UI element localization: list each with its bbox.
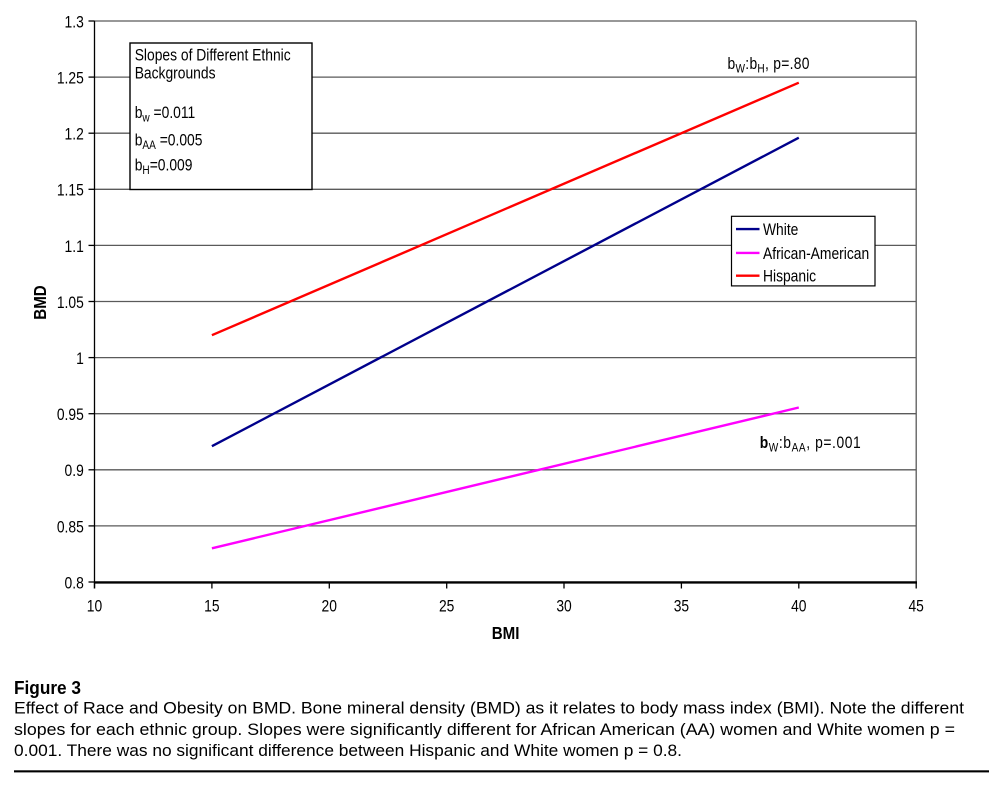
svg-text:0.001. There was no significan: 0.001. There was no significant differen… [14,741,682,760]
svg-text:Effect of Race and Obesity on: Effect of Race and Obesity on BMD. Bone … [14,698,964,717]
svg-text:45: 45 [908,597,923,615]
svg-text:Hispanic: Hispanic [763,267,816,285]
svg-text:0.9: 0.9 [65,462,84,480]
svg-text:0.8: 0.8 [65,574,84,592]
svg-text:20: 20 [322,597,337,615]
svg-text:slopes for each ethnic group.: slopes for each ethnic group. Slopes wer… [14,720,955,739]
svg-text:1.05: 1.05 [57,294,84,312]
svg-text:BMD: BMD [30,285,51,319]
svg-text:bW:bH, p=.80: bW:bH, p=.80 [727,55,809,76]
svg-text:0.95: 0.95 [57,406,84,424]
svg-text:15: 15 [204,597,219,615]
svg-text:1: 1 [76,350,84,368]
svg-text:1.3: 1.3 [65,13,84,31]
svg-text:bH=0.009: bH=0.009 [135,156,193,177]
svg-text:30: 30 [556,597,571,615]
svg-text:Figure 3: Figure 3 [14,678,81,698]
svg-text:25: 25 [439,597,454,615]
svg-text:1.15: 1.15 [57,182,84,200]
svg-text:bAA =0.005: bAA =0.005 [135,131,203,152]
svg-text:BMI: BMI [492,623,520,644]
svg-text:35: 35 [674,597,689,615]
svg-text:40: 40 [791,597,806,615]
svg-text:Slopes of Different Ethnic: Slopes of Different Ethnic [135,46,291,64]
svg-text:1.1: 1.1 [65,238,84,256]
svg-text:bW:bAA, p=.001: bW:bAA, p=.001 [760,434,862,455]
svg-text:0.85: 0.85 [57,518,84,536]
svg-text:1.25: 1.25 [57,69,84,87]
svg-text:African-American: African-American [763,245,869,263]
svg-text:10: 10 [87,597,102,615]
svg-text:1.2: 1.2 [65,126,84,144]
svg-text:White: White [763,221,798,239]
svg-text:bw =0.011: bw =0.011 [135,104,196,125]
svg-text:Backgrounds: Backgrounds [135,64,216,82]
